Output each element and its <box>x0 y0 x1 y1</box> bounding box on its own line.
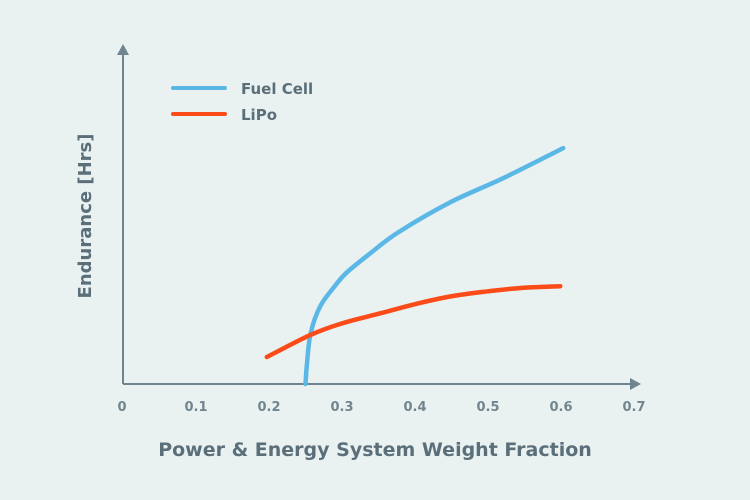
x-tick-label: 0.1 <box>184 400 207 415</box>
x-tick-label: 0.3 <box>330 400 353 415</box>
x-axis-label: Power & Energy System Weight Fraction <box>158 439 592 461</box>
series-line-fuel-cell <box>303 145 566 387</box>
x-tick-label: 0.6 <box>549 400 572 415</box>
legend-label-fuel-cell: Fuel Cell <box>241 80 313 98</box>
legend: Fuel Cell LiPo <box>171 80 313 124</box>
x-tick-label: 0.4 <box>403 400 426 415</box>
x-axis-arrow-icon <box>630 378 641 390</box>
series-line-lipo <box>264 284 563 360</box>
y-axis-arrow-icon <box>117 44 129 55</box>
y-axis-label: Endurance [Hrs] <box>75 134 96 299</box>
x-tick-label: 0.5 <box>476 400 499 415</box>
x-axis <box>123 378 641 390</box>
y-axis <box>117 44 129 384</box>
x-tick-label: 0.2 <box>257 400 280 415</box>
legend-label-lipo: LiPo <box>241 106 277 124</box>
x-tick-label: 0 <box>117 400 126 415</box>
x-tick-label: 0.7 <box>622 400 645 415</box>
